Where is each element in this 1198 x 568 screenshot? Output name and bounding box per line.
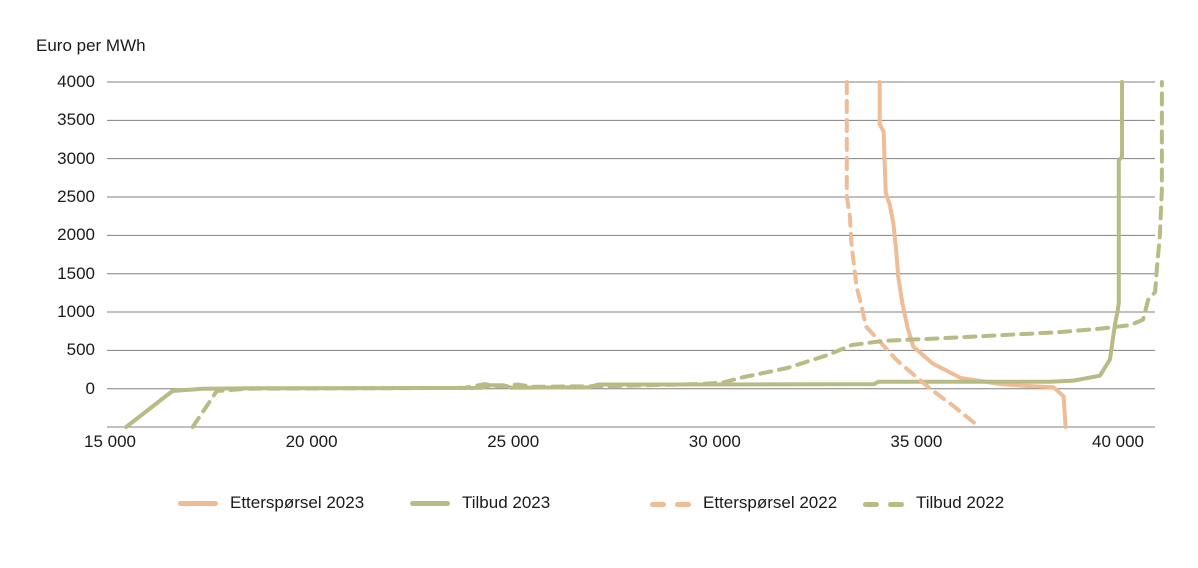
legend-item-demand: Etterspørsel 2023 [178,492,364,514]
y-tick-label: 2000 [57,225,95,245]
legend-item-dashed-supply: Tilbud 2022 [863,492,1004,514]
legend-item-supply: Tilbud 2023 [410,492,550,514]
legend-swatch-dash [888,502,904,507]
x-tick-label: 30 000 [688,432,741,451]
y-axis-title: Euro per MWh [36,36,146,55]
legend-label: Tilbud 2023 [462,493,551,512]
y-tick-label: 2500 [57,187,95,206]
y-tick-label: 4000 [57,72,95,91]
series-line-2 [844,80,982,429]
legend-dashed-swatch [650,494,691,512]
legend-swatch-dash [650,502,666,507]
series-line-3 [190,80,1164,429]
y-tick-label: 500 [66,340,95,360]
legend-label: Tilbud 2022 [916,493,1005,512]
legend-item-dashed-demand: Etterspørsel 2022 [650,492,837,514]
series-line-1 [124,80,1124,429]
legend-label: Etterspørsel 2022 [703,493,838,512]
legend-swatch-solid [178,500,218,506]
legend-swatch-dash [863,502,879,507]
x-tick-label: 25 000 [487,432,540,451]
x-tick-label: 15 000 [84,432,136,451]
series-line-0 [877,80,1068,429]
y-tick-label: 3000 [57,148,95,168]
x-tick-label: 20 000 [285,432,338,451]
legend-swatch-solid [410,500,450,506]
legend-swatch-dash [675,502,691,507]
y-tick-label: 3500 [57,110,95,130]
legend-label: Etterspørsel 2023 [230,493,365,512]
legend-dashed-swatch [863,494,904,512]
x-tick-label: 40 000 [1092,432,1144,451]
x-tick-label: 35 000 [890,432,943,451]
y-tick-label: 0 [85,378,95,398]
y-tick-label: 1500 [57,263,95,283]
y-tick-label: 1000 [57,302,95,322]
